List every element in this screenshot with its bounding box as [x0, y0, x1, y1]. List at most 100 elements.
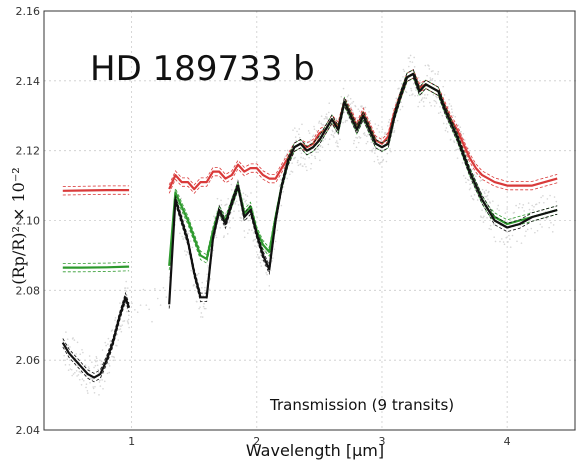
- raw-point: [347, 100, 349, 102]
- raw-point: [191, 246, 194, 249]
- raw-point: [470, 195, 473, 197]
- raw-point: [543, 216, 546, 219]
- raw-point: [325, 113, 328, 115]
- series-lower-bound: [62, 300, 130, 383]
- raw-point: [97, 368, 99, 371]
- raw-point: [77, 374, 80, 376]
- raw-point: [309, 139, 312, 141]
- y-tick-label: 2.14: [16, 75, 41, 88]
- raw-point: [64, 364, 67, 366]
- raw-point: [486, 216, 488, 219]
- raw-point: [481, 209, 483, 211]
- raw-point: [420, 98, 423, 101]
- raw-point: [484, 211, 487, 213]
- raw-point: [476, 199, 479, 201]
- annotation-transits: Transmission (9 transits): [269, 396, 454, 414]
- raw-point: [120, 330, 123, 333]
- raw-point: [381, 149, 383, 151]
- raw-point: [107, 337, 110, 340]
- raw-point: [313, 128, 316, 130]
- raw-point: [478, 173, 481, 176]
- raw-point: [539, 223, 542, 226]
- plot-frame: [43, 10, 576, 431]
- raw-point: [376, 155, 379, 158]
- raw-point: [227, 219, 230, 221]
- raw-point: [319, 159, 321, 162]
- raw-point: [254, 238, 257, 241]
- raw-point: [75, 353, 77, 355]
- series-line: [62, 189, 130, 192]
- raw-point: [282, 190, 284, 193]
- raw-point: [551, 231, 554, 233]
- raw-point: [330, 133, 333, 136]
- raw-point: [527, 202, 530, 204]
- raw-point: [84, 364, 87, 367]
- raw-point: [242, 192, 245, 195]
- raw-point: [204, 286, 206, 289]
- raw-point: [114, 317, 117, 319]
- raw-point: [280, 204, 283, 207]
- raw-point: [487, 198, 489, 201]
- raw-point: [473, 173, 475, 176]
- raw-point: [318, 122, 320, 124]
- raw-point: [340, 102, 342, 105]
- raw-point: [355, 146, 358, 149]
- raw-point: [87, 366, 90, 368]
- raw-point: [469, 183, 471, 186]
- raw-point: [484, 195, 487, 198]
- raw-point: [322, 139, 324, 142]
- raw-point: [203, 303, 205, 305]
- raw-point: [196, 274, 199, 276]
- raw-point: [300, 156, 302, 159]
- raw-point: [327, 143, 330, 146]
- raw-point: [358, 135, 360, 138]
- raw-point: [284, 155, 287, 158]
- raw-point: [116, 333, 119, 336]
- raw-point: [485, 195, 488, 198]
- raw-point: [181, 235, 183, 238]
- raw-point: [180, 197, 183, 200]
- raw-point: [358, 110, 361, 112]
- raw-point: [365, 142, 368, 145]
- raw-point: [377, 124, 380, 127]
- raw-point: [120, 325, 122, 328]
- series-upper-bound: [62, 291, 130, 374]
- raw-point: [337, 145, 339, 148]
- raw-point: [240, 217, 242, 219]
- raw-point: [333, 132, 336, 134]
- raw-point: [392, 127, 395, 130]
- raw-point: [421, 97, 424, 99]
- raw-point: [351, 109, 354, 112]
- raw-point: [112, 359, 115, 362]
- raw-point: [533, 206, 535, 208]
- raw-point: [308, 132, 311, 134]
- raw-point: [442, 122, 445, 125]
- raw-point: [294, 156, 297, 159]
- raw-point: [99, 379, 101, 382]
- raw-point: [332, 134, 335, 137]
- raw-point: [523, 210, 525, 212]
- raw-point: [228, 221, 230, 224]
- raw-point: [446, 131, 449, 133]
- raw-point: [162, 286, 165, 289]
- raw-point: [481, 188, 484, 191]
- raw-point: [497, 204, 500, 207]
- raw-point: [461, 162, 464, 164]
- raw-point: [412, 93, 414, 95]
- raw-point: [364, 106, 367, 109]
- raw-point: [197, 272, 200, 275]
- raw-point: [344, 121, 347, 123]
- raw-point: [410, 89, 413, 92]
- raw-point: [101, 349, 104, 351]
- raw-point: [431, 77, 434, 80]
- raw-point: [416, 94, 419, 97]
- raw-point: [455, 149, 457, 151]
- raw-point: [87, 392, 89, 394]
- raw-point: [278, 185, 281, 187]
- raw-point: [208, 288, 211, 291]
- raw-point: [88, 367, 90, 370]
- raw-point: [382, 158, 385, 161]
- raw-point: [456, 157, 459, 159]
- raw-point: [79, 353, 82, 356]
